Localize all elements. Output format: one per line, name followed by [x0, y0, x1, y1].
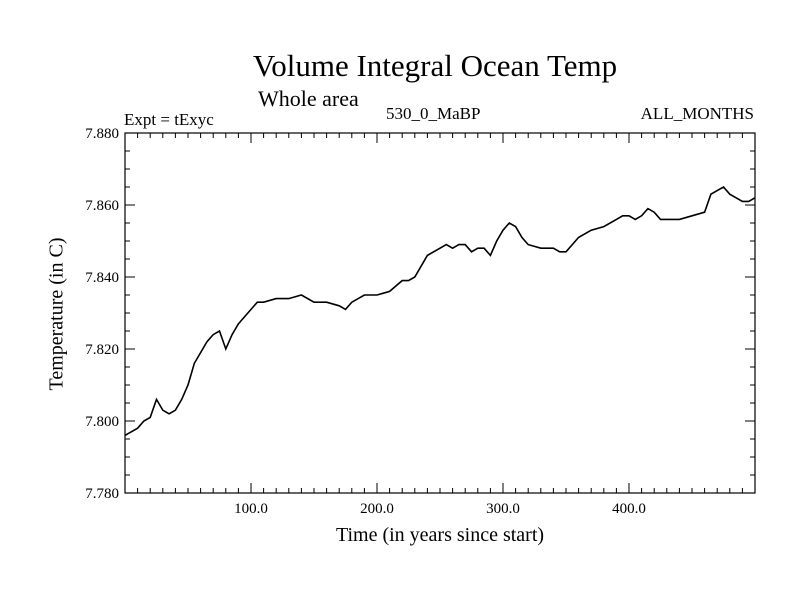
- y-tick-label: 7.780: [85, 486, 119, 502]
- months-label: ALL_MONTHS: [640, 104, 754, 123]
- x-axis-label: Time (in years since start): [335, 524, 545, 546]
- y-tick-label: 7.860: [85, 198, 119, 214]
- y-tick-label: 7.840: [85, 270, 119, 286]
- tick-labels: 7.780 7.800 7.820 7.840 7.860 7.880 100.0 200.0…: [85, 126, 646, 517]
- experiment-label: Expt = tExyc: [124, 110, 214, 129]
- x-tick-label: 300.0: [486, 501, 520, 517]
- y-axis-label: Temperature (in C): [45, 237, 68, 391]
- chart-title: Volume Integral Ocean Temp: [252, 48, 618, 83]
- x-tick-label: 200.0: [360, 501, 394, 517]
- x-tick-label: 100.0: [234, 501, 268, 517]
- temperature-series-line: [124, 185, 756, 437]
- plot-frame: [124, 132, 756, 494]
- run-id-label: 530_0_MaBP: [386, 104, 481, 123]
- y-tick-label: 7.820: [85, 342, 119, 358]
- tick-marks: [124, 132, 756, 494]
- y-tick-label: 7.800: [85, 414, 119, 430]
- x-tick-label: 400.0: [612, 501, 646, 517]
- chart-subtitle: Whole area: [258, 86, 359, 111]
- y-tick-label: 7.880: [85, 126, 119, 142]
